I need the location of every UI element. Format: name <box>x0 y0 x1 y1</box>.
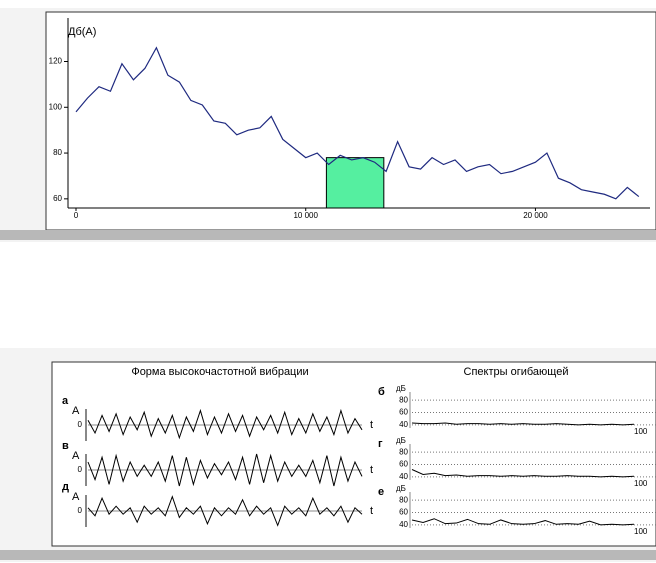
x-axis-title: t <box>370 419 373 431</box>
y-tick-label: 0 <box>78 465 83 474</box>
panel-letter: б <box>378 386 385 398</box>
x-tick-label: 100 <box>634 479 648 488</box>
x-tick-label: 100 <box>634 427 648 436</box>
panel-letter: д <box>62 481 69 493</box>
vibration-waveform <box>87 453 363 487</box>
panel-title: Спектры огибающей <box>464 366 569 378</box>
y-tick-label: 120 <box>49 57 63 66</box>
y-tick-label: 40 <box>399 520 408 529</box>
bottom-bar <box>0 550 656 560</box>
y-tick-label: 60 <box>399 508 408 517</box>
y-tick-label: 40 <box>399 420 408 429</box>
x-tick-label: 10 000 <box>293 211 318 220</box>
y-axis-title: A <box>72 405 80 417</box>
y-axis-title: A <box>72 491 80 503</box>
top-bar <box>0 230 656 240</box>
panel-letter: в <box>62 440 69 452</box>
sound-level-line <box>75 46 640 200</box>
y-tick-label: 0 <box>78 420 83 429</box>
y-tick-label: 100 <box>49 102 63 111</box>
y-axis-title: A <box>72 450 80 462</box>
bottom-panel <box>51 361 656 547</box>
y-axis-title: дБ <box>396 436 406 445</box>
x-axis-title: t <box>370 464 373 476</box>
x-tick-label: 100 <box>634 527 648 536</box>
y-tick-label: 40 <box>399 472 408 481</box>
envelope-spectrum <box>411 422 635 426</box>
y-axis-title: дБ <box>396 484 406 493</box>
panel-title: Форма высокочастотной вибрации <box>131 366 308 378</box>
y-tick-label: 80 <box>399 495 408 504</box>
y-tick-label: 80 <box>399 395 408 404</box>
panel-letter: а <box>62 395 69 407</box>
panel-letter: г <box>378 438 383 450</box>
y-tick-label: 0 <box>78 506 83 515</box>
y-tick-label: 60 <box>399 460 408 469</box>
y-tick-label: 80 <box>399 447 408 456</box>
y-tick-label: 60 <box>53 194 62 203</box>
highlight-region <box>325 157 385 209</box>
envelope-spectrum <box>411 518 635 526</box>
y-tick-label: 60 <box>399 408 408 417</box>
vibration-waveform <box>87 408 363 440</box>
y-axis-title: дБ <box>396 384 406 393</box>
y-tick-label: 80 <box>53 148 62 157</box>
x-axis-title: t <box>370 505 373 517</box>
y-axis-title: Дб(А) <box>68 26 96 38</box>
vibration-waveform <box>87 495 363 527</box>
x-tick-label: 20 000 <box>523 211 548 220</box>
envelope-spectrum <box>411 469 635 478</box>
panel-letter: е <box>378 486 384 498</box>
x-tick-label: 0 <box>74 211 79 220</box>
